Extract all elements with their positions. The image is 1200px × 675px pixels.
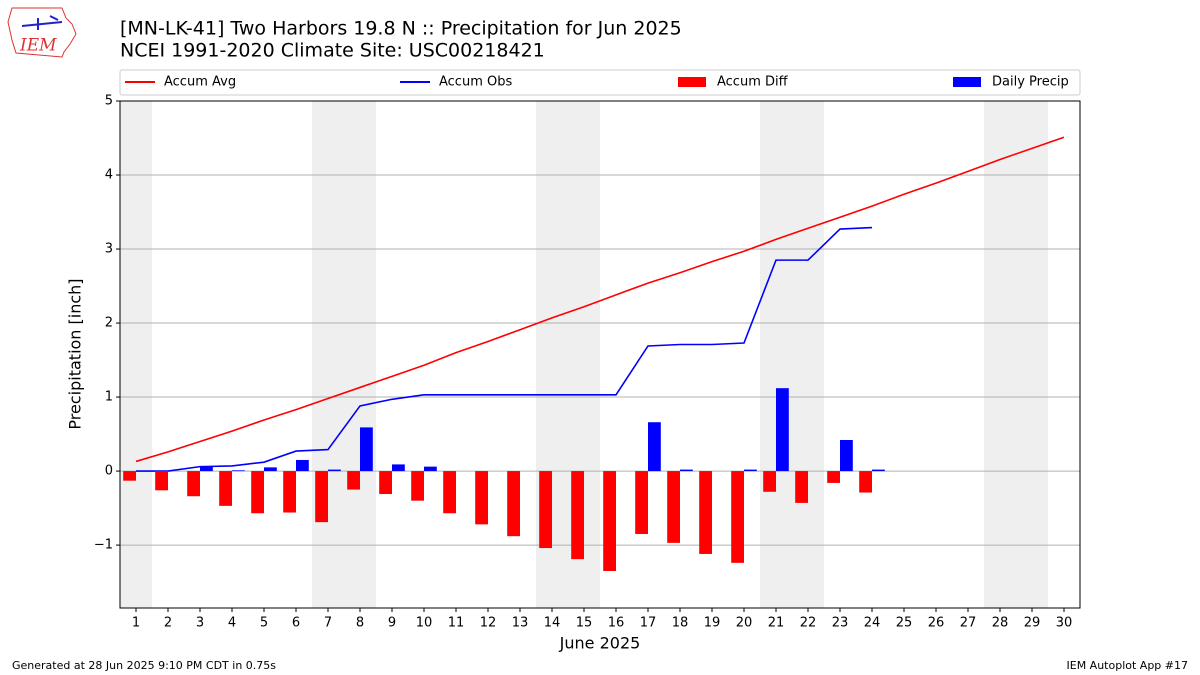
bar [392,464,405,472]
x-tick-label: 17 [640,616,657,631]
x-tick-label: 16 [608,616,625,631]
bar [155,471,168,491]
bar [635,471,648,534]
line [136,226,873,472]
x-tick-label: 22 [800,616,817,631]
bar [872,469,885,472]
bar [744,469,757,472]
x-tick-label: 4 [228,616,236,631]
y-tick-label: 0 [105,464,113,479]
legend-label: Accum Obs [439,75,512,90]
bar [123,471,136,481]
bar [315,471,328,523]
bar [379,471,392,495]
x-tick-label: 26 [928,616,945,631]
bar [699,471,712,554]
x-tick-label: 7 [324,616,332,631]
x-tick-label: 1 [132,616,140,631]
bar [603,471,616,571]
logo-icon [21,15,63,30]
weekend-shade [760,101,824,608]
x-tick-label: 15 [576,616,593,631]
x-tick-label: 27 [960,616,977,631]
line [135,136,1065,463]
bar [328,469,341,472]
x-tick-label: 11 [448,616,465,631]
bar [360,427,373,472]
bar [411,471,424,501]
bar [667,471,680,543]
bar [219,471,232,506]
legend-label: Accum Avg [164,75,236,90]
x-tick-label: 5 [260,616,268,631]
x-tick-label: 9 [388,616,396,631]
bar [251,471,264,514]
bar [424,466,437,472]
chart-subtitle: NCEI 1991-2020 Climate Site: USC00218421 [120,40,545,62]
x-tick-label: 8 [356,616,364,631]
bar [840,439,853,472]
bar [539,471,552,549]
x-tick-label: 13 [512,616,529,631]
bar [283,471,296,513]
legend-label: Daily Precip [992,75,1069,90]
x-tick-label: 6 [292,616,300,631]
x-tick-label: 21 [768,616,785,631]
x-tick-label: 3 [196,616,204,631]
x-tick-label: 12 [480,616,497,631]
weekend-shade [312,101,376,608]
legend-swatch [678,77,706,87]
logo-outline [7,7,77,58]
chart-title: [MN-LK-41] Two Harbors 19.8 N :: Precipi… [120,18,682,40]
bar [827,471,840,483]
bar [648,422,661,472]
bar [776,388,789,472]
x-tick-label: 10 [416,616,433,631]
weekend-shade [984,101,1048,608]
x-tick-label: 19 [704,616,721,631]
bar [859,471,872,493]
x-tick-label: 23 [832,616,849,631]
bar [795,471,808,503]
bar [571,471,584,560]
weekend-shade [120,101,152,608]
legend-label: Accum Diff [717,75,789,90]
y-tick-label: −1 [94,538,113,553]
y-tick-label: 3 [105,242,113,257]
x-tick-label: 28 [992,616,1009,631]
bar [680,469,693,472]
y-tick-label: 2 [105,316,113,331]
bar [296,459,309,472]
bar [731,471,744,563]
x-tick-label: 25 [896,616,913,631]
bar [507,471,520,537]
bar [187,471,200,497]
footer-left: Generated at 28 Jun 2025 9:10 PM CDT in … [12,659,276,672]
x-tick-label: 2 [164,616,172,631]
y-tick-label: 4 [105,168,113,183]
bar [443,471,456,514]
x-axis-label: June 2025 [559,634,641,653]
legend-box [119,69,1081,96]
plot-frame [119,100,1081,609]
bar [200,466,213,472]
y-axis-label: Precipitation [inch] [66,278,85,429]
x-tick-label: 24 [864,616,881,631]
bar [232,470,245,472]
logo-text: IEM [19,36,57,56]
x-tick-label: 30 [1056,616,1073,631]
bar [264,467,277,472]
bar [763,471,776,492]
x-tick-label: 14 [544,616,561,631]
footer-right: IEM Autoplot App #17 [1067,659,1189,672]
bar [475,471,488,525]
x-tick-label: 20 [736,616,753,631]
y-tick-label: 1 [105,390,113,405]
legend-swatch [953,77,981,87]
y-tick-label: 5 [105,94,113,109]
bar [347,471,360,490]
x-tick-label: 18 [672,616,689,631]
x-tick-label: 29 [1024,616,1041,631]
